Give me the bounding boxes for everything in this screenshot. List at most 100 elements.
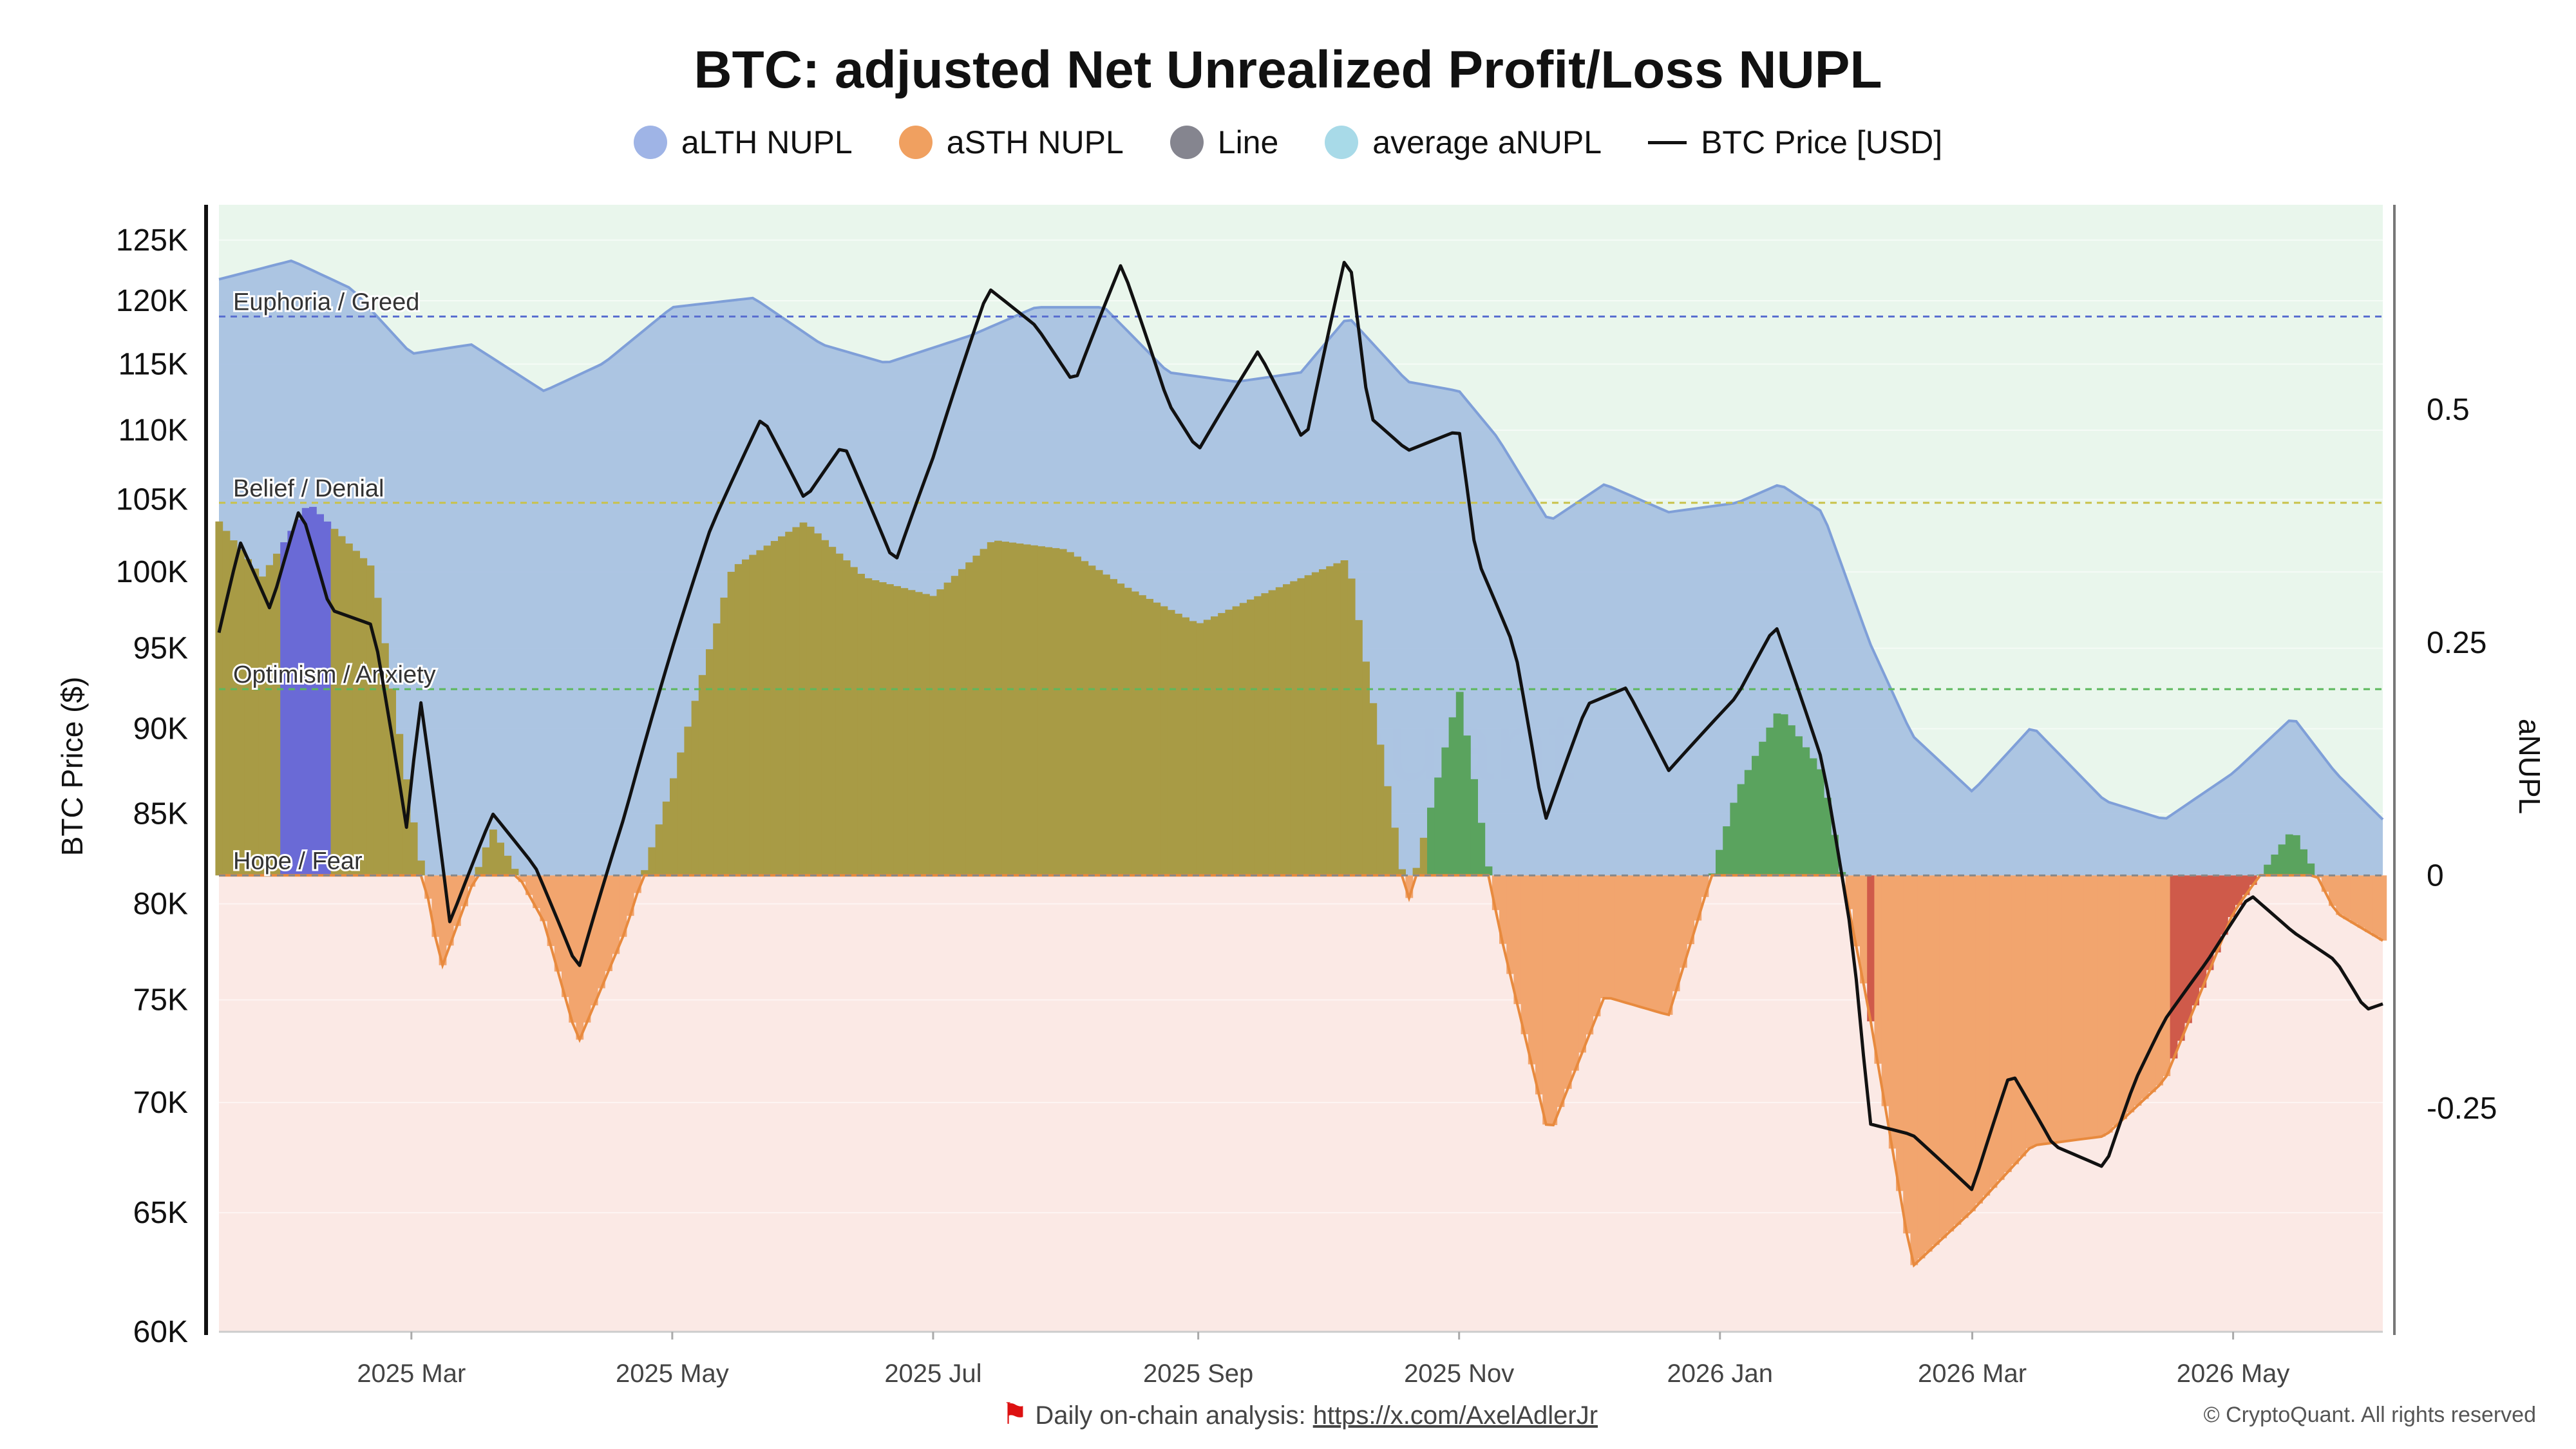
- sth-nupl-bar: [468, 875, 476, 887]
- sth-nupl-bar: [381, 643, 389, 876]
- sth-nupl-bar: [2242, 875, 2250, 895]
- sth-nupl-bar: [2076, 875, 2084, 1140]
- right-axis-title: aNUPL: [2513, 719, 2546, 814]
- legend-item[interactable]: aLTH NUPL: [633, 124, 853, 161]
- sth-nupl-bar: [951, 576, 959, 876]
- sth-nupl-bar: [526, 875, 533, 895]
- sth-nupl-bar: [374, 598, 382, 876]
- sth-nupl-bar: [1636, 875, 1644, 1007]
- sth-nupl-bar: [2061, 875, 2070, 1142]
- sth-nupl-bar: [1066, 552, 1074, 876]
- sth-nupl-bar: [359, 558, 368, 876]
- sth-nupl-bar: [1845, 875, 1853, 909]
- legend-item[interactable]: BTC Price [USD]: [1648, 124, 1942, 161]
- sth-nupl-bar: [1557, 875, 1565, 1107]
- sth-nupl-bar: [1824, 797, 1832, 876]
- sth-nupl-bar: [2221, 875, 2228, 935]
- legend-swatch: [1325, 126, 1359, 159]
- sth-nupl-bar: [2379, 875, 2387, 941]
- sth-nupl-bar: [1283, 584, 1291, 876]
- sth-nupl-bar: [2047, 875, 2055, 1143]
- x-tick-label: 2025 May: [616, 1359, 729, 1388]
- legend-label: aSTH NUPL: [946, 124, 1124, 160]
- sth-nupl-bar: [1924, 875, 1933, 1252]
- sth-nupl-bar: [1362, 661, 1370, 876]
- sth-nupl-bar: [1383, 786, 1392, 876]
- sth-nupl-bar: [323, 521, 332, 876]
- sth-nupl-bar: [2069, 875, 2077, 1141]
- sth-nupl-bar: [922, 594, 930, 876]
- sth-nupl-bar: [273, 553, 281, 876]
- sth-nupl-bar: [1037, 546, 1045, 876]
- sth-nupl-bar: [265, 565, 274, 876]
- left-tick-label: 90K: [133, 712, 188, 746]
- sth-nupl-bar: [1412, 867, 1421, 876]
- sth-nupl-bar: [309, 507, 317, 876]
- sth-nupl-bar: [871, 580, 880, 876]
- sth-nupl-bar: [691, 701, 699, 876]
- sth-nupl-bar: [2350, 875, 2358, 923]
- sth-nupl-bar: [1513, 875, 1522, 1005]
- sth-nupl-bar: [1463, 735, 1471, 876]
- sth-nupl-bar: [907, 590, 916, 876]
- sth-nupl-bar: [2343, 875, 2351, 920]
- sth-nupl-bar: [2307, 863, 2315, 876]
- sth-nupl-bar: [2163, 875, 2171, 1076]
- sth-nupl-bar: [287, 531, 296, 876]
- sth-nupl-bar: [1506, 875, 1514, 974]
- right-tick-label: 0: [2427, 858, 2444, 893]
- sth-nupl-bar: [1239, 603, 1247, 876]
- sth-nupl-bar: [1723, 826, 1730, 876]
- footer-link[interactable]: https://x.com/AxelAdlerJr: [1312, 1401, 1598, 1430]
- sth-nupl-bar: [2365, 875, 2372, 933]
- legend-item[interactable]: average aNUPL: [1325, 124, 1602, 161]
- sth-nupl-bar: [2206, 875, 2214, 971]
- sth-nupl-bar: [2040, 875, 2048, 1144]
- sth-nupl-bar: [2148, 875, 2156, 1092]
- legend-item[interactable]: aSTH NUPL: [898, 124, 1124, 161]
- sth-nupl-bar: [742, 559, 750, 876]
- left-tick-label: 80K: [133, 887, 188, 922]
- sth-nupl-bar: [439, 875, 447, 965]
- sth-nupl-bar: [1982, 875, 1991, 1196]
- sth-nupl-bar: [1376, 744, 1385, 876]
- legend-item[interactable]: Line: [1170, 124, 1278, 161]
- sth-nupl-bar: [352, 551, 360, 876]
- sth-bars: [215, 507, 2387, 1265]
- sth-nupl-bar: [1001, 542, 1009, 876]
- flag-icon: ⚑: [1001, 1397, 1028, 1430]
- x-tick-label: 2025 Mar: [357, 1359, 466, 1388]
- legend-swatch: [633, 126, 667, 159]
- sth-nupl-bar: [215, 521, 223, 876]
- sth-nupl-bar: [1528, 875, 1536, 1065]
- sth-nupl-bar: [1117, 583, 1125, 876]
- sth-nupl-bar: [1492, 875, 1500, 911]
- sth-nupl-bar: [900, 588, 909, 876]
- sth-nupl-bar: [814, 533, 822, 876]
- sth-nupl-bar: [229, 540, 238, 876]
- zone-label: Hope / Fear: [233, 848, 363, 875]
- sth-nupl-bar: [806, 526, 815, 876]
- sth-nupl-bar: [1369, 703, 1378, 876]
- sth-nupl-bar: [778, 536, 786, 876]
- sth-nupl-bar: [2264, 864, 2271, 876]
- footer-text: Daily on-chain analysis:: [1035, 1401, 1306, 1430]
- sth-nupl-bar: [1218, 612, 1226, 876]
- sth-nupl-bar: [799, 522, 808, 876]
- sth-nupl-bar: [294, 519, 303, 876]
- sth-nupl-bar: [2321, 875, 2329, 892]
- sth-nupl-bar: [2105, 875, 2113, 1133]
- sth-nupl-bar: [821, 540, 829, 876]
- sth-nupl-bar: [785, 531, 793, 876]
- sth-nupl-bar: [2213, 875, 2221, 952]
- sth-nupl-bar: [1484, 866, 1493, 876]
- sth-nupl-bar: [1788, 725, 1795, 876]
- sth-nupl-bar: [1874, 875, 1882, 1064]
- sth-nupl-bar: [1254, 596, 1262, 876]
- sth-nupl-bar: [684, 726, 692, 876]
- sth-nupl-bar: [1831, 835, 1839, 876]
- legend-label: aLTH NUPL: [681, 124, 853, 160]
- sth-nupl-bar: [1896, 875, 1904, 1191]
- sth-nupl-bar: [1946, 875, 1955, 1232]
